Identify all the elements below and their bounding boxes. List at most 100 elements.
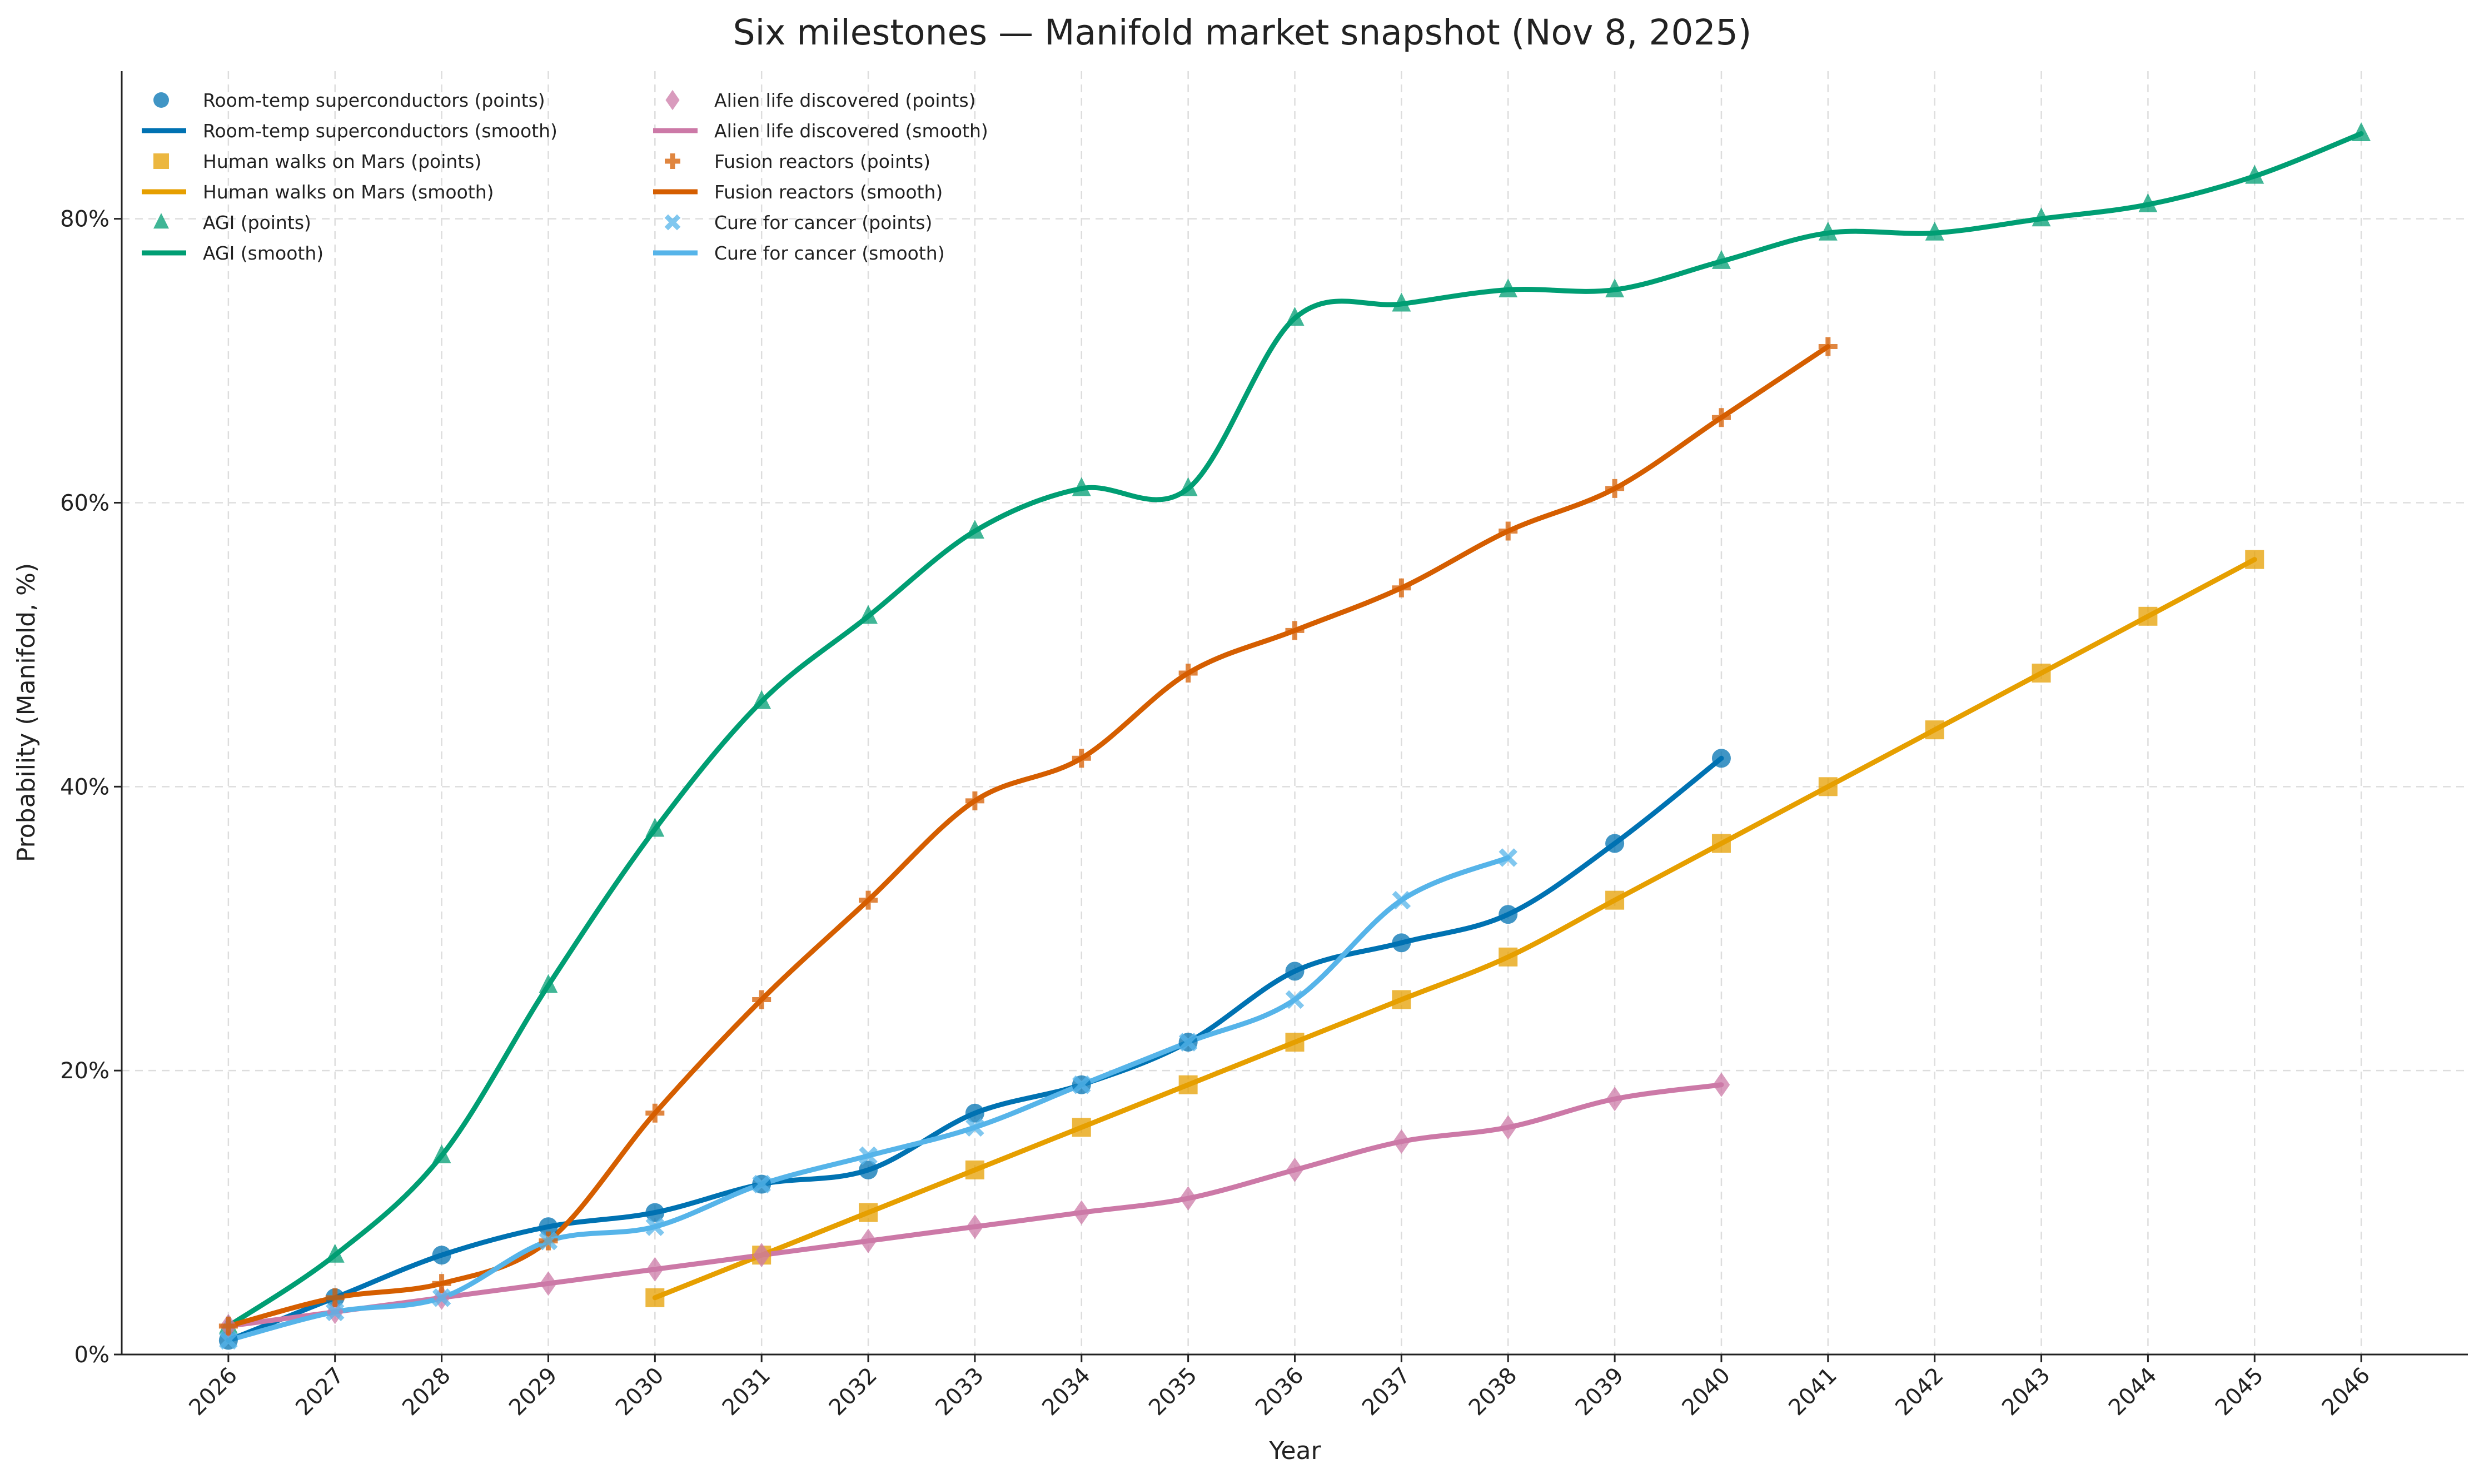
alien-life-discovered-point — [1393, 1129, 1410, 1154]
alien-life-discovered-point — [1606, 1087, 1624, 1112]
x-tick-label: 2046 — [2317, 1363, 2376, 1421]
fusion-reactors-point — [432, 1274, 451, 1293]
alien-life-discovered-point — [1073, 1200, 1091, 1225]
cure-for-cancer-point — [752, 1174, 771, 1194]
y-tick-label: 60% — [60, 490, 109, 516]
legend-marker-agi — [153, 213, 169, 229]
x-tick-label: 2032 — [824, 1363, 883, 1421]
agi-point — [2032, 207, 2051, 227]
cure-for-cancer-point — [1072, 1075, 1091, 1094]
human-walks-on-mars-point — [1499, 947, 1518, 967]
x-tick-label: 2039 — [1571, 1363, 1629, 1421]
x-tick-label: 2044 — [2104, 1363, 2162, 1421]
human-walks-on-mars-point — [645, 1288, 665, 1307]
agi-point — [1925, 221, 1944, 241]
fusion-reactors-point — [965, 791, 984, 810]
fusion-reactors-smooth-line — [226, 344, 1831, 1329]
room-temp-superconductors-point — [432, 1246, 451, 1265]
legend-label: Cure for cancer (points) — [714, 212, 932, 233]
legend-label: Room-temp superconductors (smooth) — [203, 120, 557, 142]
room-temp-superconductors-point — [1392, 933, 1411, 953]
alien-life-discovered-point — [540, 1271, 557, 1296]
human-walks-on-mars-point — [1285, 1033, 1305, 1052]
agi-point — [1072, 477, 1091, 496]
x-tick-label: 2030 — [611, 1363, 669, 1421]
legend-marker-alien-life-discovered — [665, 89, 680, 111]
legend-marker-human-walks-on-mars — [153, 153, 169, 169]
cure-for-cancer-point — [1499, 848, 1518, 867]
x-tick-label: 2034 — [1037, 1363, 1096, 1421]
series-markers — [218, 122, 2371, 1350]
fusion-reactors-point — [1605, 479, 1625, 498]
legend-label: Human walks on Mars (points) — [203, 151, 481, 172]
cure-for-cancer-point — [539, 1231, 558, 1251]
x-tick-label: 2043 — [1997, 1363, 2055, 1421]
fusion-reactors-point — [1818, 337, 1838, 356]
y-tick-label: 40% — [60, 774, 109, 800]
x-tick-label: 2036 — [1251, 1363, 1309, 1421]
legend-marker-room-temp-superconductors — [153, 92, 169, 108]
agi-point — [432, 1144, 451, 1164]
y-tick-label: 0% — [74, 1342, 109, 1368]
agi-point — [1605, 278, 1625, 297]
human-walks-on-mars-point — [1711, 834, 1731, 853]
cure-for-cancer-point — [859, 1146, 878, 1166]
room-temp-superconductors-point — [539, 1217, 558, 1237]
agi-point — [2138, 193, 2158, 212]
legend-label: Room-temp superconductors (points) — [203, 89, 545, 111]
agi-point — [965, 520, 984, 539]
y-axis-label: Probability (Manifold, %) — [12, 563, 41, 862]
fusion-reactors-point — [1392, 578, 1411, 597]
agi-point — [1499, 278, 1518, 297]
room-temp-superconductors-point — [1285, 962, 1305, 981]
x-tick-label: 2041 — [1784, 1363, 1842, 1421]
room-temp-superconductors-point — [965, 1103, 984, 1123]
agi-point — [859, 605, 878, 624]
fusion-reactors-point — [1499, 521, 1518, 541]
human-walks-on-mars-point — [1392, 990, 1411, 1009]
x-tick-label: 2037 — [1357, 1363, 1416, 1421]
legend-label: Cure for cancer (smooth) — [714, 242, 945, 264]
agi-point — [752, 690, 771, 709]
x-tick-label: 2029 — [504, 1363, 562, 1421]
x-tick-label: 2033 — [930, 1363, 989, 1421]
fusion-reactors-point — [859, 890, 878, 910]
room-temp-superconductors-point — [1711, 749, 1731, 768]
grid — [122, 71, 2468, 1356]
agi-point — [1392, 292, 1411, 312]
agi-point — [645, 818, 665, 837]
alien-life-discovered-point — [753, 1243, 770, 1268]
legend-label: Alien life discovered (points) — [714, 89, 976, 111]
alien-life-discovered-point — [1286, 1157, 1303, 1183]
human-walks-on-mars-point — [1605, 890, 1625, 910]
fusion-reactors-point — [1711, 408, 1731, 427]
x-tick-label: 2045 — [2211, 1363, 2269, 1421]
human-walks-on-mars-point — [2032, 663, 2051, 683]
alien-life-discovered-point — [1179, 1186, 1197, 1211]
cure-for-cancer-point — [965, 1118, 984, 1137]
legend-label: Fusion reactors (smooth) — [714, 181, 943, 203]
fusion-reactors-point — [218, 1316, 238, 1336]
alien-life-discovered-point — [646, 1257, 664, 1282]
legend-marker-cure-for-cancer — [664, 214, 681, 231]
fusion-reactors-point — [1178, 663, 1198, 683]
x-tick-label: 2038 — [1464, 1363, 1522, 1421]
x-tick-label: 2040 — [1677, 1363, 1736, 1421]
cure-for-cancer-point — [1285, 990, 1305, 1009]
fusion-reactors-point — [1285, 621, 1305, 640]
legend-label: AGI (points) — [203, 212, 311, 233]
room-temp-superconductors-point — [645, 1203, 665, 1222]
agi-point — [1285, 307, 1305, 326]
legend: Room-temp superconductors (points) Room-t… — [142, 89, 988, 264]
alien-life-discovered-point — [1499, 1115, 1517, 1140]
cure-for-cancer-point — [645, 1217, 665, 1236]
human-walks-on-mars-point — [1925, 720, 1944, 740]
agi-point — [325, 1243, 345, 1263]
fusion-reactors-point — [1072, 749, 1091, 768]
x-axis-label: Year — [1268, 1437, 1321, 1465]
x-tick-label: 2028 — [397, 1363, 456, 1421]
cure-for-cancer-point — [219, 1331, 238, 1350]
fusion-reactors-point — [645, 1103, 665, 1123]
fusion-reactors-point — [325, 1288, 345, 1307]
